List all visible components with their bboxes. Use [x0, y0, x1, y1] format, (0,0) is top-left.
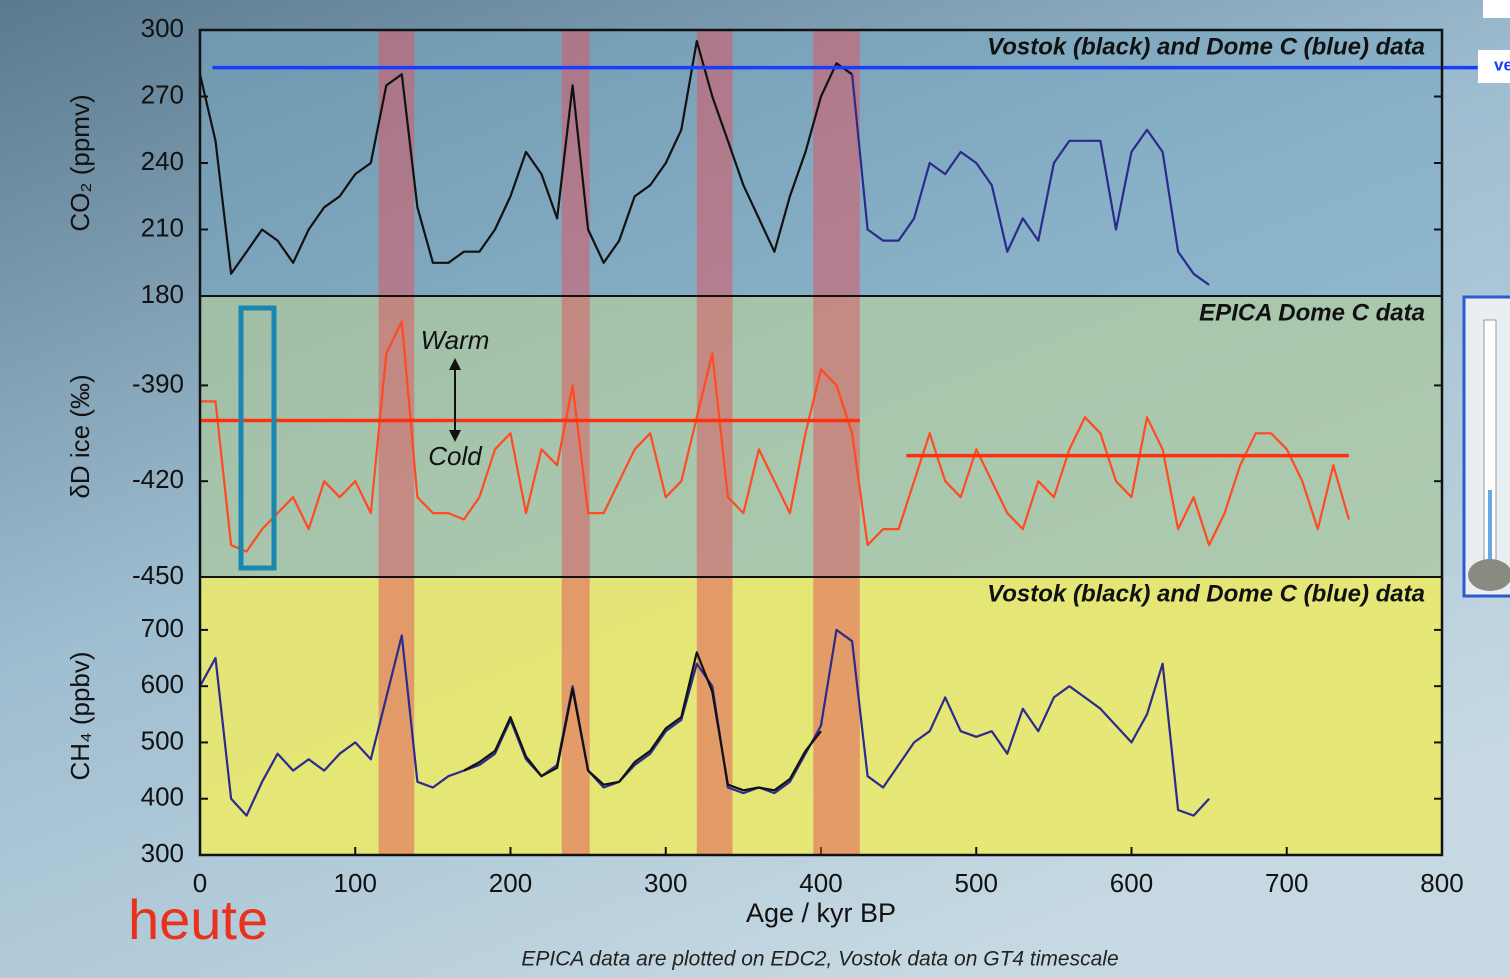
data-line: [200, 320, 1350, 553]
panel-title: Vostok (black) and Dome C (blue) data: [987, 33, 1425, 60]
footnote: EPICA data are plotted on EDC2, Vostok d…: [521, 948, 1118, 971]
x-axis-label: Age / kyr BP: [746, 898, 896, 928]
plot-frame: [198, 28, 1444, 857]
warm-cold-arrow: [449, 358, 461, 442]
data-line: [463, 651, 822, 792]
interglacial-band: [813, 30, 860, 855]
data-line: [851, 74, 1210, 286]
y-tick-label: 600: [141, 669, 184, 699]
y-tick-label: 210: [141, 212, 184, 242]
y-tick-label: 240: [141, 146, 184, 176]
x-tick-label: 700: [1265, 868, 1308, 898]
interglacial-band: [378, 30, 415, 855]
x-tick-label: 400: [799, 868, 842, 898]
thermometer: [1462, 295, 1510, 598]
y-tick-label: 700: [141, 613, 184, 643]
y-tick-label: 500: [141, 725, 184, 755]
annotation: Cold: [428, 441, 483, 471]
interglacial-band: [561, 30, 590, 855]
corner-box: [1478, 50, 1510, 83]
y-tick-label: 300: [141, 13, 184, 43]
y-axis-label: CO₂ (ppmv): [65, 94, 95, 231]
corner-label: ve: [1494, 55, 1510, 74]
data-line: [198, 40, 853, 275]
x-tick-label: 600: [1110, 868, 1153, 898]
y-tick-label: -450: [132, 560, 184, 590]
y-axis-label: δD ice (‰): [65, 374, 95, 498]
x-tick-label: 0: [193, 868, 207, 898]
y-tick-label: 180: [141, 279, 184, 309]
y-tick-label: 270: [141, 79, 184, 109]
corner-box: [1483, 0, 1510, 18]
annotation: Warm: [421, 325, 490, 355]
highlight-box: [238, 305, 277, 571]
panel-title: EPICA Dome C data: [1199, 299, 1425, 326]
x-tick-label: 500: [955, 868, 998, 898]
y-tick-label: 300: [141, 838, 184, 868]
x-tick-label: 800: [1420, 868, 1463, 898]
y-tick-label: 400: [141, 782, 184, 812]
caption: heute: [128, 888, 268, 951]
panel-title: Vostok (black) and Dome C (blue) data: [987, 580, 1425, 607]
x-tick-label: 100: [334, 868, 377, 898]
x-tick-label: 200: [489, 868, 532, 898]
y-tick-label: -420: [132, 464, 184, 494]
interglacial-band: [696, 30, 733, 855]
x-tick-label: 300: [644, 868, 687, 898]
y-tick-label: -390: [132, 368, 184, 398]
y-axis-label: CH₄ (ppbv): [65, 651, 95, 780]
